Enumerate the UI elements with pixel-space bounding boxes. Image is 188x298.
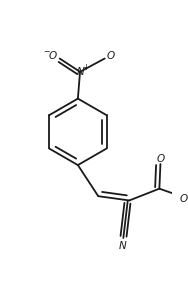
Text: $N$: $N$ <box>118 239 128 251</box>
Text: $-$: $-$ <box>43 45 51 55</box>
Text: $+$: $+$ <box>82 62 90 72</box>
Text: $O$: $O$ <box>156 152 165 164</box>
Text: $O$: $O$ <box>179 192 188 204</box>
Text: $N$: $N$ <box>76 65 85 77</box>
Text: $O$: $O$ <box>48 49 58 61</box>
Text: $O$: $O$ <box>106 49 116 61</box>
